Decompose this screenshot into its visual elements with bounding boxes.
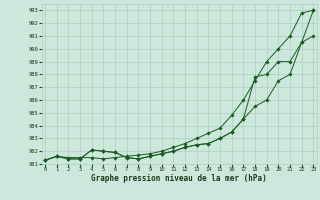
X-axis label: Graphe pression niveau de la mer (hPa): Graphe pression niveau de la mer (hPa) — [91, 174, 267, 183]
